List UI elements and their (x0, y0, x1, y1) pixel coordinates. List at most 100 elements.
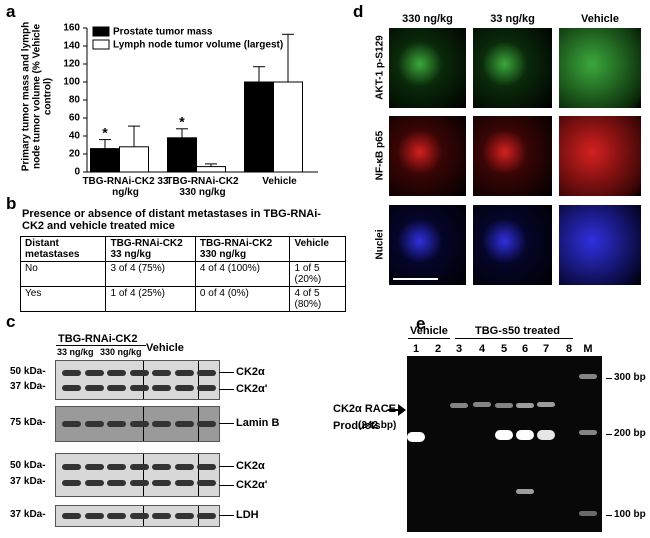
lane-divider (198, 454, 199, 496)
blot-band (129, 513, 149, 519)
blot-band (174, 480, 194, 487)
group-line (455, 338, 573, 339)
blot-band (174, 513, 194, 519)
blot-band (129, 370, 149, 377)
label-line (219, 466, 234, 468)
lane-number: 5 (500, 343, 508, 355)
table-row: Yes 1 of 4 (25%) 0 of 4 (0%) 4 of 5 (80%) (19, 286, 346, 312)
scale-bar (393, 278, 438, 280)
blot-band (197, 464, 216, 471)
blot-band (129, 384, 149, 391)
panel-label: b (6, 194, 17, 213)
y-tick-label: 120 (63, 59, 80, 70)
blot-band (62, 464, 81, 471)
panel-label: c (6, 312, 16, 331)
blot-band (62, 421, 81, 427)
blot-band (84, 513, 104, 519)
blot-band (84, 480, 104, 487)
bar (273, 81, 303, 173)
gel-band (450, 403, 468, 408)
marker-label: 100 bp (614, 509, 646, 520)
legend-swatch (92, 39, 110, 50)
blot-band (62, 480, 81, 487)
gel-band (537, 430, 555, 440)
header-cell: TBG-RNAi-CK2 33 ng/kg (105, 236, 196, 262)
mw-label: 50 kDa- (10, 460, 46, 472)
blot-band (62, 513, 81, 519)
microscopy-panel: 330 ng/kg 33 ng/kg Vehicle AKT-1 p-S129 NF-κ… (375, 13, 641, 285)
column-label: Vehicle (581, 13, 619, 25)
lane-number: 8 (565, 343, 573, 355)
marker-label: 200 bp (614, 428, 646, 439)
blot-band (84, 464, 104, 471)
lane-divider (198, 361, 199, 399)
blot-band (107, 421, 126, 427)
significance-marker: * (102, 124, 108, 140)
arrow-label: (242 bp) (358, 420, 397, 431)
y-tick-label: 100 (63, 77, 80, 88)
mw-label: 37 kDa- (10, 476, 46, 488)
mw-label: 75 kDa- (10, 417, 46, 428)
group-line (56, 345, 146, 346)
arrow-label: CK2α RACE (333, 403, 396, 415)
y-tick-label: 80 (69, 95, 81, 106)
blot-band (152, 421, 171, 427)
blot-band (107, 384, 126, 391)
x-tick-label: Vehicle (262, 176, 297, 187)
table-cell: 1 of 4 (25%) (105, 286, 196, 312)
blot-band (197, 480, 216, 487)
micrograph (559, 28, 641, 108)
blot-band (152, 513, 171, 519)
lane-label: Vehicle (146, 342, 184, 354)
y-tick-label: 160 (63, 23, 80, 34)
column-label: 330 ng/kg (402, 13, 453, 25)
bar (167, 137, 197, 173)
lane-number: 3 (455, 343, 463, 355)
bar (119, 146, 149, 173)
blot-band (152, 384, 171, 391)
bar (196, 166, 226, 173)
mw-label: 50 kDa- (10, 366, 46, 378)
gel-band (407, 432, 425, 442)
gel-band (516, 489, 534, 494)
significance-marker: * (179, 114, 185, 130)
blot-panel: TBG-RNAi-CK2 33 ng/kg 330 ng/kg Vehicle 50 k… (10, 333, 279, 527)
mw-label: 37 kDa- (10, 380, 46, 392)
lane-label: 33 ng/kg (57, 347, 94, 357)
blot-band (107, 464, 126, 471)
label-line (219, 423, 234, 424)
blot-band (174, 464, 194, 471)
legend-label: Prostate tumor mass (113, 27, 213, 38)
label-line (219, 372, 234, 374)
lane-divider (143, 454, 144, 496)
protein-label: CK2α (236, 460, 265, 473)
blot-band (107, 370, 126, 377)
panel-label: e (416, 314, 426, 333)
arrow-label: Products (333, 420, 381, 432)
arrow-head (398, 404, 406, 416)
table-cell: 4 of 5 (80%) (289, 286, 346, 312)
table: Distant metastases TBG-RNAi-CK2 33 ng/kg T… (19, 236, 346, 312)
micrograph (389, 116, 466, 196)
label-line (219, 388, 234, 390)
micrograph (473, 28, 552, 108)
protein-label: CK2α' (236, 478, 268, 491)
blot-image (55, 360, 220, 400)
blot-band (152, 480, 171, 487)
group-label: TBG-RNAi-CK2 (58, 333, 138, 345)
blot-band (174, 370, 194, 377)
gel-band (495, 403, 513, 408)
legend-swatch (92, 26, 110, 37)
marker-label: 300 bp (614, 372, 646, 383)
mw-label: 37 kDa- (10, 509, 46, 520)
micrograph (559, 116, 641, 196)
table-cell: 1 of 5 (20%) (289, 261, 346, 287)
blot-band (152, 464, 171, 471)
gel-band (516, 403, 534, 408)
bar (244, 81, 274, 173)
gel-band (495, 430, 513, 440)
blot-band (84, 421, 104, 427)
lane-divider (143, 361, 144, 399)
lane-label: 330 ng/kg (100, 347, 142, 357)
